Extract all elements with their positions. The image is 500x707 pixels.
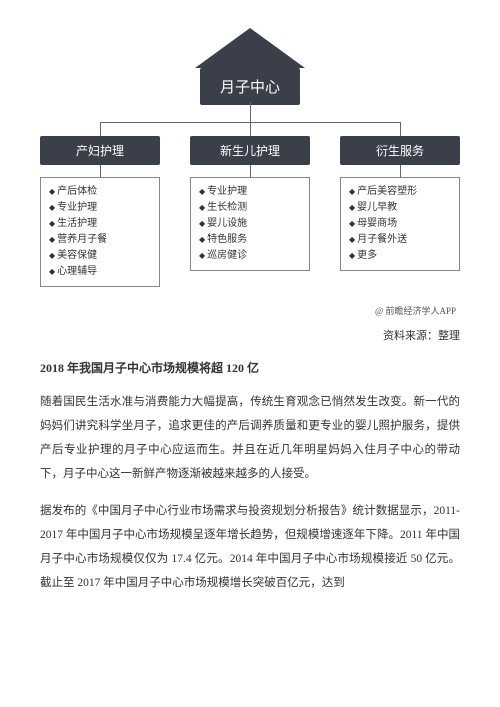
main-node: 月子中心	[200, 68, 300, 105]
list-item: 婴儿设施	[199, 216, 301, 232]
org-diagram: 月子中心 产妇护理 产后体检 专业护理 生活护理 营养月子餐 美容保健 心理辅导…	[40, 20, 460, 300]
connector	[100, 122, 101, 136]
items-box: 产后美容塑形 婴儿早教 母婴商场 月子餐外送 更多	[340, 177, 460, 271]
connector	[250, 122, 251, 136]
connector	[400, 122, 401, 136]
connector	[250, 165, 251, 177]
branch-label: 衍生服务	[340, 136, 460, 165]
list-item: 更多	[349, 248, 451, 264]
items-box: 产后体检 专业护理 生活护理 营养月子餐 美容保健 心理辅导	[40, 177, 160, 287]
branch-label: 新生儿护理	[190, 136, 310, 165]
list-item: 母婴商场	[349, 216, 451, 232]
list-item: 产后美容塑形	[349, 184, 451, 200]
list-item: 心理辅导	[49, 264, 151, 280]
list-item: 专业护理	[199, 184, 301, 200]
body-paragraph: 据发布的《中国月子中心行业市场需求与投资规划分析报告》统计数据显示，2011-2…	[40, 499, 460, 596]
branch-label: 产妇护理	[40, 136, 160, 165]
list-item: 巡房健诊	[199, 248, 301, 264]
branch-newborn-care: 新生儿护理 专业护理 生长检测 婴儿设施 特色服务 巡房健诊	[190, 122, 310, 271]
list-item: 专业护理	[49, 200, 151, 216]
diagram-attribution: @ 前瞻经济学人APP	[40, 304, 460, 317]
items-box: 专业护理 生长检测 婴儿设施 特色服务 巡房健诊	[190, 177, 310, 271]
branch-derivative-services: 衍生服务 产后美容塑形 婴儿早教 母婴商场 月子餐外送 更多	[340, 122, 460, 271]
connector	[250, 102, 251, 122]
list-item: 美容保健	[49, 248, 151, 264]
list-item: 婴儿早教	[349, 200, 451, 216]
source-line: 资料来源：整理	[40, 327, 460, 343]
list-item: 产后体检	[49, 184, 151, 200]
roof-shape	[195, 28, 305, 68]
connector	[100, 165, 101, 177]
connector	[400, 165, 401, 177]
list-item: 营养月子餐	[49, 232, 151, 248]
section-heading: 2018 年我国月子中心市场规模将超 120 亿	[40, 359, 460, 376]
list-item: 生长检测	[199, 200, 301, 216]
branch-maternal-care: 产妇护理 产后体检 专业护理 生活护理 营养月子餐 美容保健 心理辅导	[40, 122, 160, 287]
list-item: 生活护理	[49, 216, 151, 232]
list-item: 特色服务	[199, 232, 301, 248]
body-paragraph: 随着国民生活水准与消费能力大幅提高，传统生育观念已悄然发生改变。新一代的妈妈们讲…	[40, 390, 460, 487]
list-item: 月子餐外送	[349, 232, 451, 248]
